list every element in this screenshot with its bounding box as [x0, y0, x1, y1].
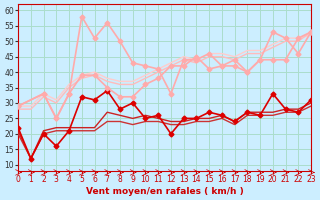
X-axis label: Vent moyen/en rafales ( km/h ): Vent moyen/en rafales ( km/h ) [86, 187, 244, 196]
